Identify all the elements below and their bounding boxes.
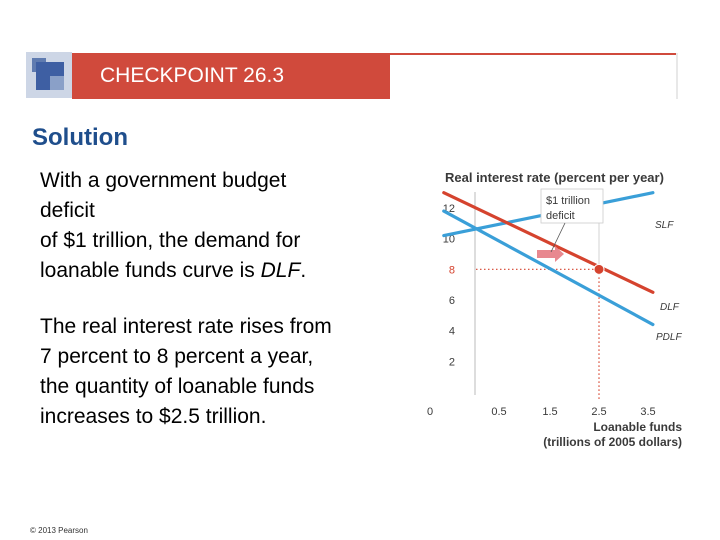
curve-label-slf: SLF — [655, 220, 674, 231]
banner-title: CHECKPOINT 26.3 — [100, 64, 285, 87]
solution-heading: Solution — [32, 124, 128, 151]
annotation-leader — [550, 222, 566, 253]
y-tick-label: 2 — [449, 356, 455, 368]
paragraph2-line: 7 percent to 8 percent a year, — [40, 345, 314, 368]
curve-pdlf — [442, 209, 655, 327]
paragraph1-line: loanable funds curve is — [40, 259, 261, 282]
paragraph1-period: . — [300, 259, 307, 282]
paragraph1-line: deficit — [40, 199, 95, 222]
paragraph2-line: the quantity of loanable funds — [40, 375, 315, 398]
dlf-term: DLF — [260, 259, 301, 282]
paragraph1-line: With a government budget — [40, 169, 287, 192]
paragraph1-line: of $1 trillion, the demand for — [40, 229, 301, 252]
equilibrium-point — [593, 263, 605, 275]
curve-dlf — [442, 191, 655, 294]
banner-rule-right — [676, 53, 678, 99]
logo — [26, 52, 72, 98]
copyright: © 2013 Pearson — [30, 526, 88, 535]
y-tick-label: 8 — [449, 264, 455, 276]
shift-arrow-head — [555, 246, 564, 262]
y-tick-label: 6 — [449, 295, 455, 307]
paragraph-interest-rate: The real interest rate rises from 7 perc… — [40, 312, 390, 432]
x-tick-label: 1.5 — [542, 406, 557, 418]
annotation-line: deficit — [546, 210, 575, 222]
x-axis-label: Loanable funds — [593, 420, 682, 434]
x-tick-label: 2.5 — [591, 406, 606, 418]
x-axis-sublabel: (trillions of 2005 dollars) — [543, 435, 682, 449]
banner-rule — [390, 53, 678, 55]
curve-label-dlf: DLF — [660, 302, 680, 313]
checkpoint-banner: CHECKPOINT 26.3 — [72, 53, 390, 99]
y-tick-label: 4 — [449, 326, 455, 338]
x-tick-label: 0.5 — [491, 406, 506, 418]
curve-label-pdlf: PDLF — [656, 332, 682, 343]
shift-arrow-body — [537, 250, 555, 258]
paragraph2-line: The real interest rate rises from — [40, 315, 332, 338]
annotation-box — [540, 188, 604, 224]
annotation-line: $1 trillion — [546, 195, 590, 207]
paragraph2-line: increases to $2.5 trillion. — [40, 405, 267, 428]
x-tick-label: 3.5 — [640, 406, 655, 418]
paragraph-deficit: With a government budget deficit of $1 t… — [40, 166, 390, 286]
y-axis-label: Real interest rate (percent per year) — [445, 170, 664, 185]
x-tick-label: 0 — [427, 406, 433, 418]
